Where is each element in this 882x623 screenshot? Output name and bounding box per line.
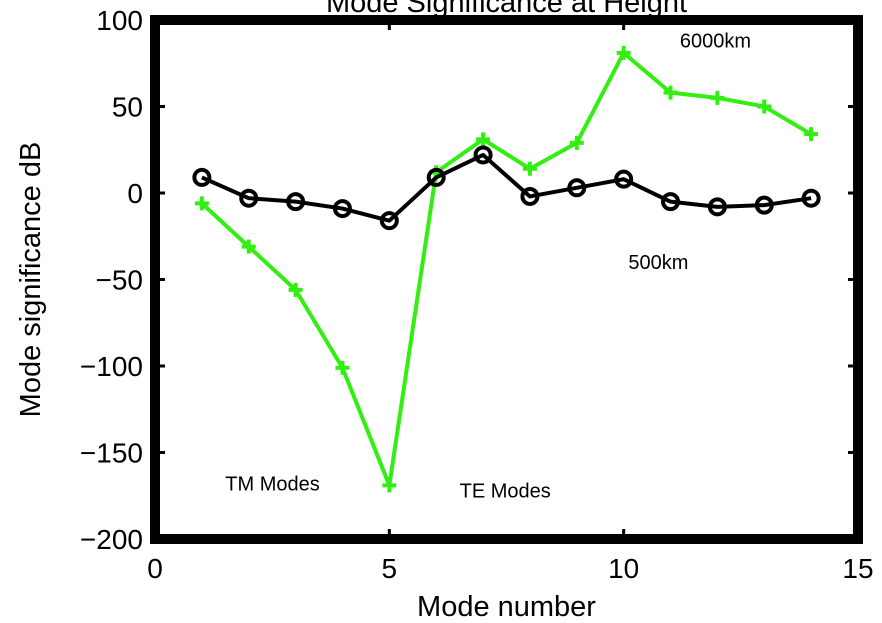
x-tick-label: 5 <box>382 553 398 584</box>
y-tick-label: 100 <box>96 5 143 36</box>
series-point-1 <box>426 167 446 187</box>
y-tick-label: −100 <box>80 351 143 382</box>
series-point-1 <box>286 192 306 212</box>
series-point-1 <box>473 145 493 165</box>
series-point-1 <box>239 188 259 208</box>
series-point-0 <box>522 161 537 176</box>
series-point-1 <box>567 178 587 198</box>
series-point-1 <box>801 188 821 208</box>
annotation-1: 500km <box>628 252 688 274</box>
y-axis-label: Mode significance dB <box>15 142 47 418</box>
series-point-0 <box>476 132 491 147</box>
series-point-1 <box>614 169 634 189</box>
annotation-3: TE Modes <box>460 480 551 502</box>
plot-frame <box>150 15 863 544</box>
series-point-1 <box>192 167 212 187</box>
series-point-0 <box>335 360 350 375</box>
series-point-1 <box>332 199 352 219</box>
series-point-0 <box>288 282 303 297</box>
y-tick-label: −200 <box>80 524 143 555</box>
series-point-1 <box>707 197 727 217</box>
series-point-1 <box>379 211 399 231</box>
series-point-0 <box>569 135 584 150</box>
y-tick-label: 0 <box>127 178 143 209</box>
series-point-1 <box>754 195 774 215</box>
series-point-0 <box>616 45 631 60</box>
x-tick-label: 0 <box>147 553 163 584</box>
series-point-0 <box>194 196 209 211</box>
x-axis-label: Mode number <box>417 591 596 623</box>
series-point-1 <box>661 192 681 212</box>
x-tick-label: 10 <box>608 553 639 584</box>
y-tick-label: −50 <box>96 265 144 296</box>
series-point-0 <box>382 478 397 493</box>
chart-title: Mode Significance at Height <box>326 0 687 19</box>
series-line-0 <box>200 50 813 488</box>
series-point-0 <box>757 99 772 114</box>
x-tick-label: 15 <box>842 553 873 584</box>
series-point-1 <box>520 186 540 206</box>
series-point-0 <box>710 90 725 105</box>
annotation-2: TM Modes <box>225 474 319 496</box>
series-point-0 <box>804 127 819 142</box>
y-tick-label: −150 <box>80 438 143 469</box>
series-point-0 <box>241 239 256 254</box>
annotation-0: 6000km <box>680 31 751 53</box>
y-tick-label: 50 <box>112 92 143 123</box>
series-point-0 <box>663 85 678 100</box>
